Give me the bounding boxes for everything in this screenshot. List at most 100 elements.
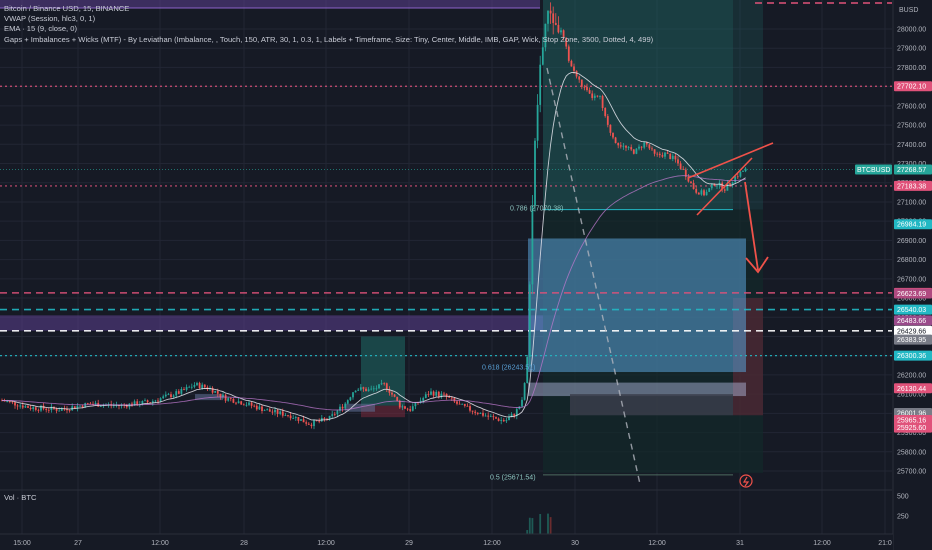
volume-label[interactable]: Vol · BTC: [4, 493, 37, 502]
candle-body: [736, 176, 739, 178]
candle-body: [224, 394, 227, 401]
volume-bar: [528, 517, 531, 549]
candle-body: [180, 389, 183, 394]
candle-body: [315, 420, 318, 422]
candle-body: [214, 391, 217, 393]
price-tick-label: 26800.00: [897, 257, 926, 264]
candle-body: [705, 191, 708, 196]
candle-body: [500, 419, 503, 421]
candle-body: [456, 401, 458, 404]
volume-bar: [547, 513, 549, 549]
candle-body: [580, 79, 583, 87]
price-tick-label: 25900.00: [897, 430, 926, 437]
candle-body: [349, 397, 352, 401]
candle-body: [149, 402, 152, 404]
candle-body: [648, 144, 651, 149]
volume-tick-label: 500: [897, 494, 909, 501]
candle-body: [669, 153, 672, 159]
wedge-upper-line: [687, 142, 774, 179]
price-axis[interactable]: BUSD25700.0025800.0025900.0026000.002610…: [892, 0, 932, 550]
candle-body: [8, 401, 11, 403]
candle-body: [68, 410, 71, 411]
candle-body: [703, 190, 705, 196]
candle-body: [586, 87, 588, 91]
candle-body: [359, 387, 362, 390]
price-tick-label: 28000.00: [897, 27, 926, 34]
candle-body: [185, 387, 188, 390]
candle-body: [341, 406, 344, 409]
candle-body: [21, 405, 24, 408]
candle-body: [742, 171, 744, 172]
candle-body: [474, 411, 477, 413]
candle-body: [370, 388, 373, 390]
price-badge: [894, 315, 932, 326]
candle-body: [136, 401, 139, 406]
candle-body: [372, 388, 375, 390]
candle-body: [222, 394, 224, 397]
price-badge: [894, 288, 932, 299]
candle-body: [279, 411, 282, 414]
candle-body: [562, 30, 565, 38]
candle-body: [294, 417, 297, 419]
candle-body: [697, 192, 700, 195]
candle-body: [94, 402, 97, 405]
ema-line: [1, 71, 746, 421]
candle-body: [170, 394, 172, 398]
candle-body: [536, 104, 539, 141]
candle-body: [362, 387, 365, 389]
candle-body: [242, 404, 245, 406]
price-badge: [894, 334, 932, 345]
projection-arrow-shaft: [744, 181, 759, 271]
candle-body: [219, 393, 222, 397]
candle-body: [385, 383, 388, 390]
candle-body: [253, 405, 256, 407]
candle-body: [630, 147, 633, 150]
price-badge-label: 26483.66: [897, 318, 926, 325]
candle-body: [81, 405, 84, 408]
candle-body: [326, 418, 328, 420]
candle-body: [461, 403, 464, 405]
candle-body: [567, 46, 570, 61]
price-badge: [894, 350, 932, 361]
candle-body: [734, 176, 737, 183]
candle-body: [677, 159, 679, 164]
time-axis[interactable]: 15:00 27 12:00 28 12:00 29 12:00 30 12:00 31 12:00…: [0, 533, 893, 550]
candle-body: [266, 409, 269, 411]
candle-body: [682, 168, 685, 170]
candle-body: [297, 417, 300, 421]
candle-body: [237, 401, 240, 404]
candle-body: [526, 357, 529, 384]
time-tick-label: 15:00: [13, 540, 31, 547]
candle-body: [162, 396, 165, 399]
candle-body: [34, 407, 37, 410]
candle-body: [86, 403, 89, 404]
candle-body: [27, 406, 29, 408]
candle-body: [37, 409, 40, 411]
price-badge-label: 26300.36: [897, 353, 926, 360]
candle-body: [604, 107, 607, 117]
candle-body: [396, 396, 399, 401]
candle-body: [151, 401, 154, 403]
candle-body: [313, 420, 315, 427]
trend-drawings[interactable]: [546, 67, 774, 488]
price-badge: [894, 325, 932, 336]
candle-body: [45, 408, 48, 410]
candle-body: [619, 145, 622, 147]
candle-body: [177, 391, 180, 394]
candle-body: [339, 406, 341, 411]
candle-body: [632, 149, 635, 154]
candle-body: [14, 402, 16, 406]
time-axis-bg: [0, 534, 893, 550]
time-tick-label: 30: [571, 540, 579, 547]
candle-body: [575, 70, 578, 77]
candle-body: [593, 95, 596, 98]
price-badge-label: 26984.19: [897, 222, 926, 229]
candlestick-series[interactable]: [1, 2, 747, 430]
candle-body: [573, 66, 575, 71]
candle-body: [437, 391, 440, 397]
candle-body: [323, 417, 326, 419]
price-tick-label: 27500.00: [897, 123, 926, 130]
candle-body: [391, 392, 393, 395]
